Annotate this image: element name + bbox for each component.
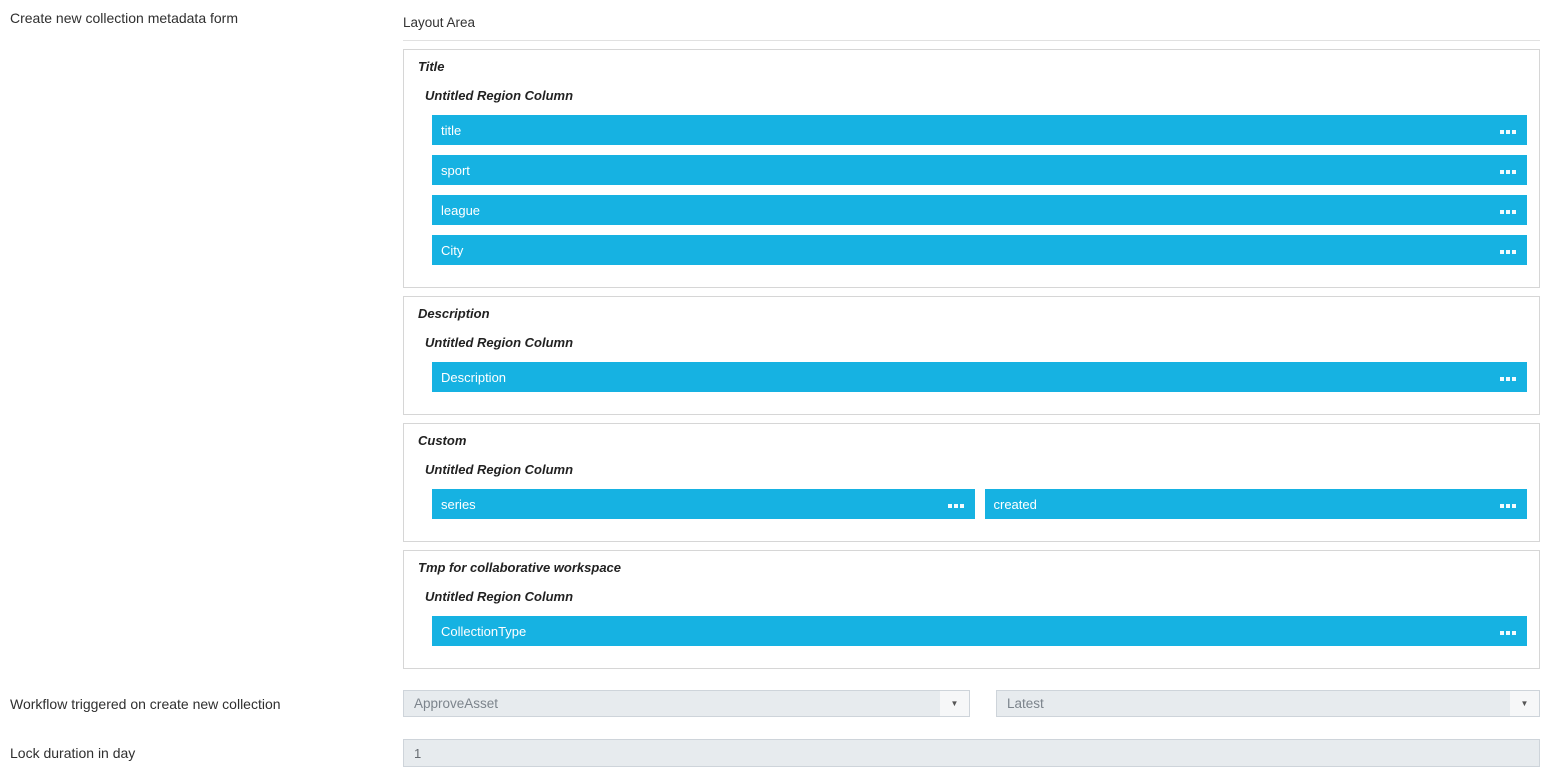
metadata-form-label: Create new collection metadata form — [10, 10, 238, 26]
field-list: CollectionType — [432, 616, 1527, 646]
drag-handle-icon[interactable] — [1500, 129, 1516, 134]
lock-duration-label: Lock duration in day — [10, 745, 136, 761]
field-label: series — [441, 496, 476, 512]
workflow-selects: ApproveAsset ▼ Latest ▼ — [403, 690, 1540, 717]
field-bar-description[interactable]: Description — [432, 362, 1527, 392]
workflow-select-value: ApproveAsset — [414, 696, 499, 711]
field-list: series created — [432, 489, 1527, 519]
field-bar-title[interactable]: title — [432, 115, 1527, 145]
region-description: Description Untitled Region Column Descr… — [403, 296, 1540, 415]
field-label: Description — [441, 369, 507, 385]
drag-handle-icon[interactable] — [1500, 376, 1516, 381]
field-list: title sport league City — [432, 115, 1527, 265]
chevron-down-icon[interactable]: ▼ — [1510, 691, 1539, 716]
metadata-form-row: Create new collection metadata form Layo… — [0, 0, 1540, 669]
region-column: Untitled Region Column series created — [425, 462, 1527, 519]
workflow-select[interactable]: ApproveAsset ▼ — [403, 690, 970, 717]
drag-handle-icon[interactable] — [1500, 209, 1516, 214]
field-label: City — [441, 242, 464, 258]
lock-duration-row: Lock duration in day — [0, 739, 1547, 767]
region-name: Tmp for collaborative workspace — [418, 560, 622, 575]
field-label: sport — [441, 162, 470, 178]
drag-handle-icon[interactable] — [947, 503, 964, 508]
drag-handle-icon[interactable] — [1500, 249, 1516, 254]
workflow-version-select-value: Latest — [1007, 696, 1044, 711]
field-bar-series[interactable]: series — [432, 489, 975, 519]
region-name: Custom — [418, 433, 467, 448]
field-bar-collectiontype[interactable]: CollectionType — [432, 616, 1527, 646]
region-column-label: Untitled Region Column — [425, 88, 574, 103]
field-bar-city[interactable]: City — [432, 235, 1527, 265]
field-label: CollectionType — [441, 623, 527, 639]
field-label: created — [993, 496, 1037, 512]
layout-area-title: Layout Area — [403, 15, 476, 30]
region-title: Title Untitled Region Column title sport — [403, 49, 1540, 288]
lock-duration-input[interactable] — [403, 739, 1540, 767]
form-label-column: Lock duration in day — [0, 739, 403, 761]
workflow-label: Workflow triggered on create new collect… — [10, 696, 281, 712]
workflow-row: Workflow triggered on create new collect… — [0, 690, 1547, 717]
workflow-version-select[interactable]: Latest ▼ — [996, 690, 1540, 717]
region-column: Untitled Region Column title sport leagu… — [425, 88, 1527, 265]
region-tmp-collaborative-workspace: Tmp for collaborative workspace Untitled… — [403, 550, 1540, 669]
field-bar-created[interactable]: created — [984, 489, 1527, 519]
region-column-label: Untitled Region Column — [425, 335, 574, 350]
region-column: Untitled Region Column CollectionType — [425, 589, 1527, 646]
field-bar-sport[interactable]: sport — [432, 155, 1527, 185]
region-name: Title — [418, 59, 445, 74]
region-name: Description — [418, 306, 490, 321]
form-label-column: Workflow triggered on create new collect… — [0, 690, 403, 712]
form-label-column: Create new collection metadata form — [0, 0, 403, 26]
chevron-down-icon[interactable]: ▼ — [940, 691, 969, 716]
region-custom: Custom Untitled Region Column series cre… — [403, 423, 1540, 542]
region-column-label: Untitled Region Column — [425, 589, 574, 604]
field-list: Description — [432, 362, 1527, 392]
layout-area-divider — [403, 40, 1540, 41]
drag-handle-icon[interactable] — [1500, 503, 1516, 508]
region-column-label: Untitled Region Column — [425, 462, 574, 477]
field-bar-league[interactable]: league — [432, 195, 1527, 225]
field-label: league — [441, 202, 481, 218]
lock-duration-field — [403, 739, 1540, 767]
drag-handle-icon[interactable] — [1500, 630, 1516, 635]
field-label: title — [441, 122, 462, 138]
drag-handle-icon[interactable] — [1500, 169, 1516, 174]
layout-area: Layout Area Title Untitled Region Column… — [403, 0, 1540, 669]
region-column: Untitled Region Column Description — [425, 335, 1527, 392]
